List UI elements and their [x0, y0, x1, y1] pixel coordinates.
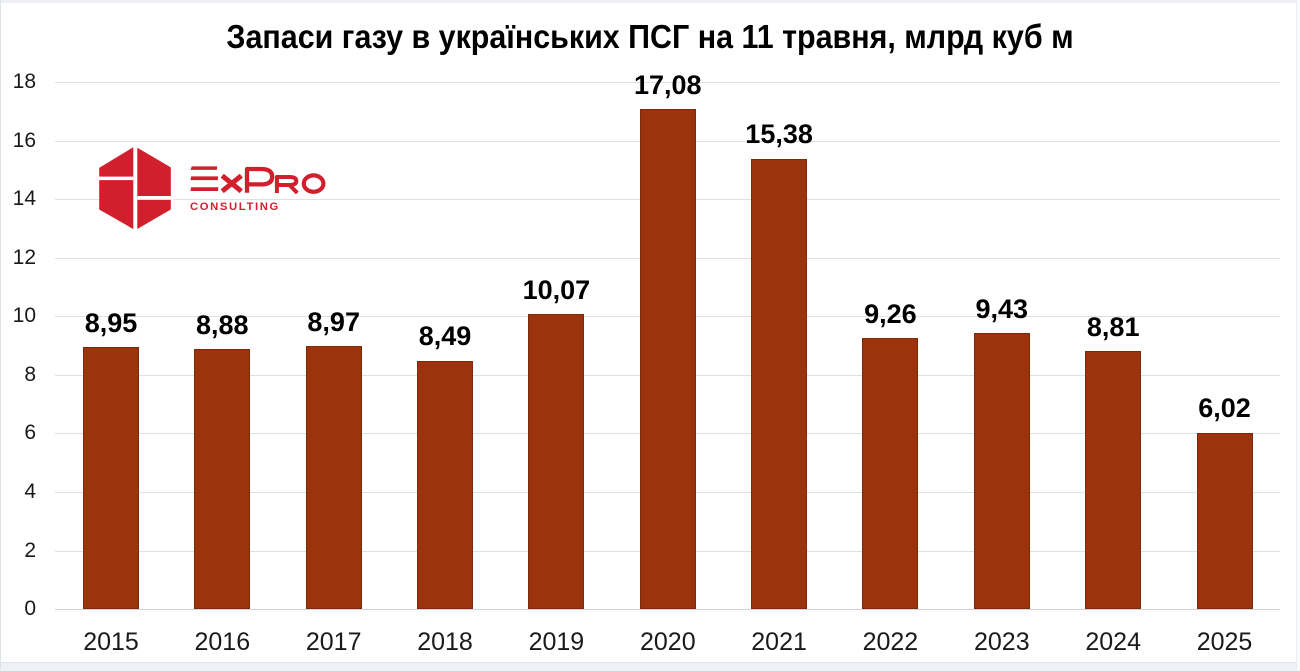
svg-text:CONSULTING: CONSULTING — [190, 201, 280, 213]
